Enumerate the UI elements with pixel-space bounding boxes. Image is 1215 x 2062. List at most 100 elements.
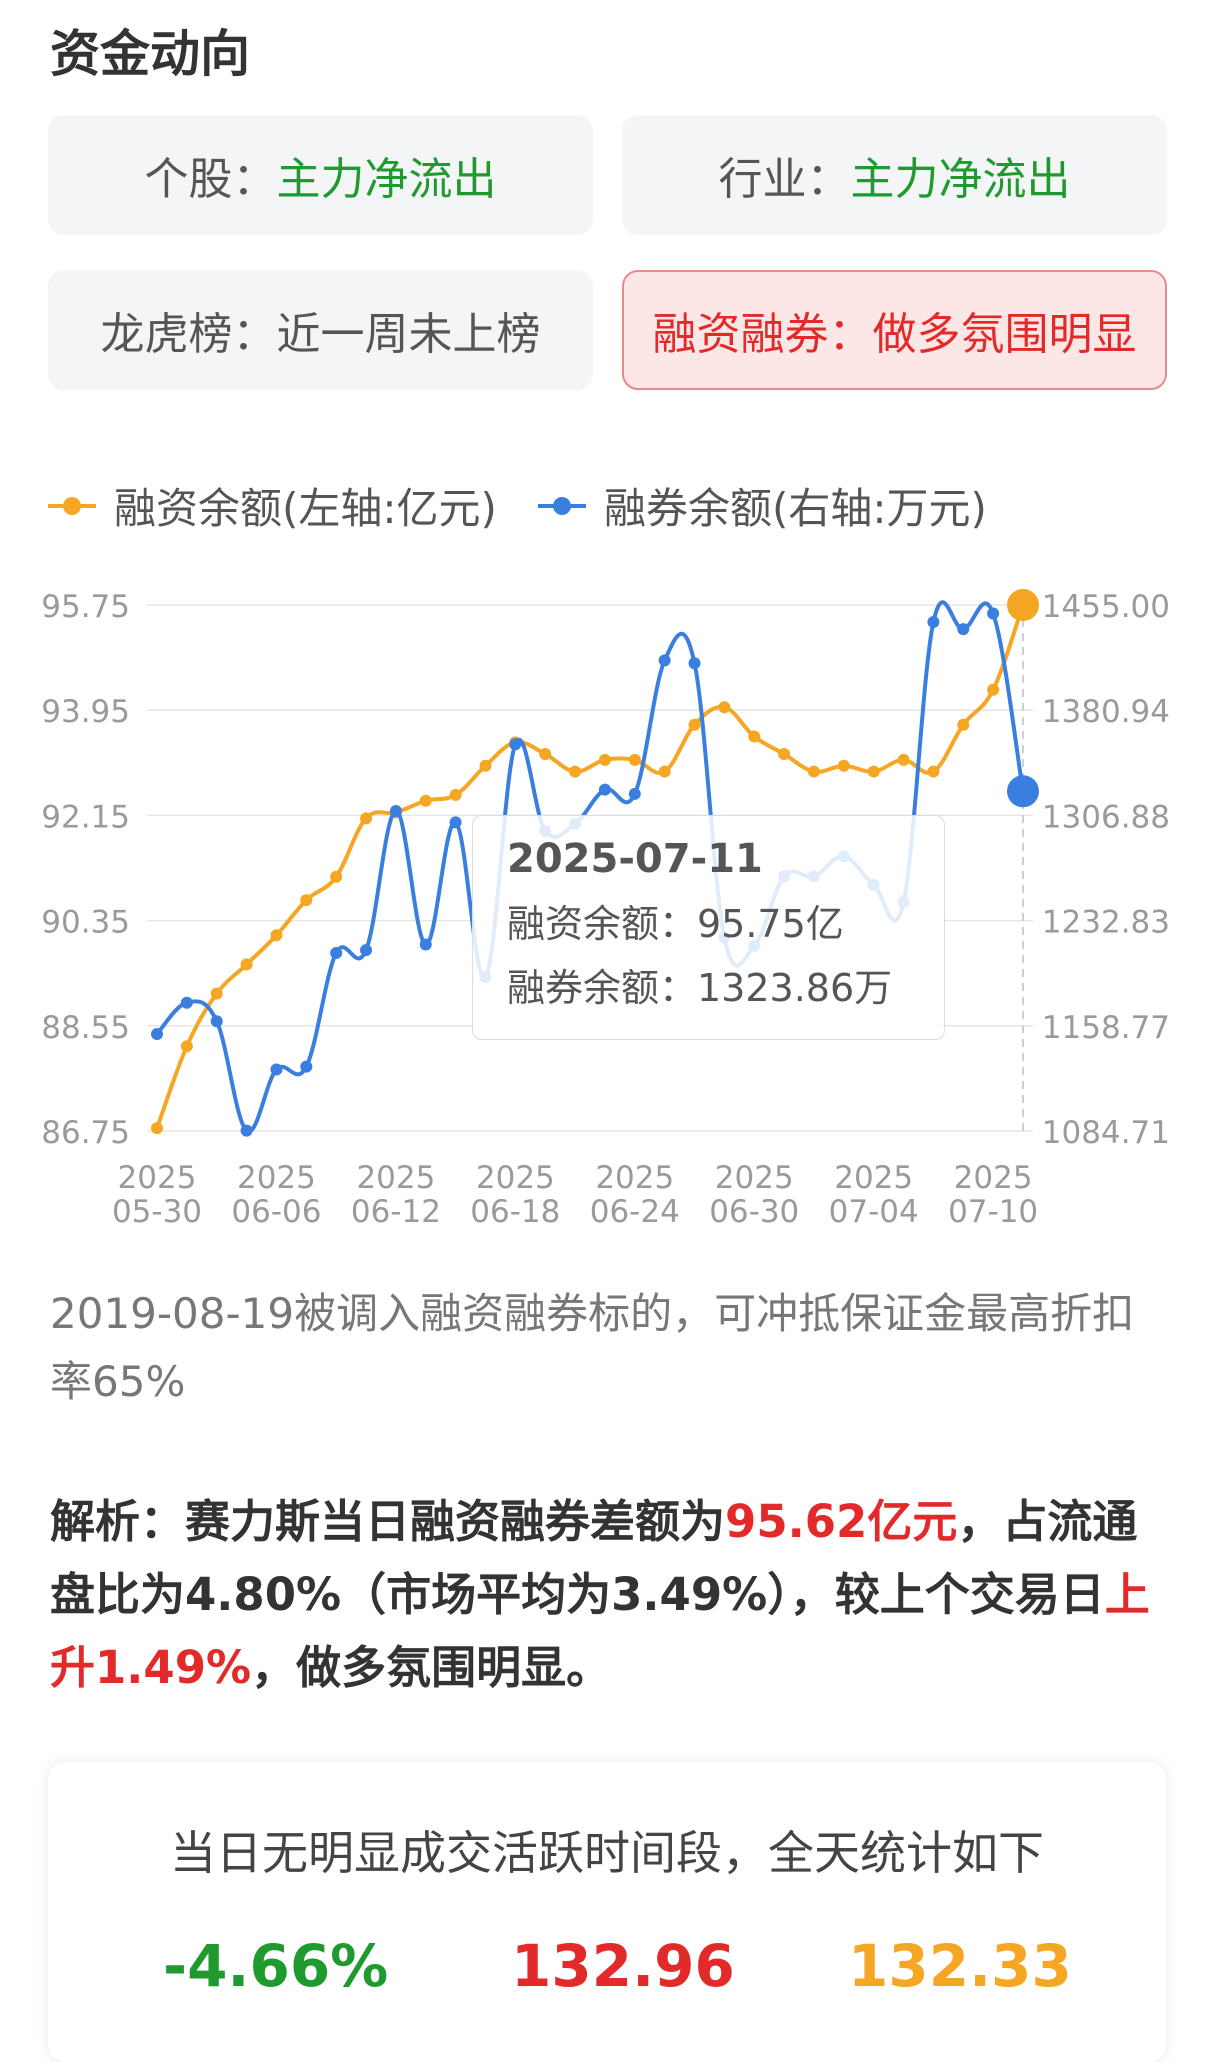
data-point-financing [748, 730, 761, 743]
card-label: 个股： [144, 154, 277, 205]
tooltip-financing: 融资余额：95.75亿 [507, 902, 844, 946]
data-point-securities [509, 738, 522, 751]
x-tick-year: 2025 [476, 1160, 555, 1196]
y-right-tick-label: 1158.77 [1042, 1010, 1170, 1046]
margin-note: 2019-08-19被调入融资融券标的，可冲抵保证金最高折扣率65% [50, 1289, 1135, 1406]
x-tick-date: 07-04 [829, 1194, 919, 1230]
tooltip-date: 2025-07-11 [507, 836, 763, 882]
data-point-securities [240, 1124, 253, 1137]
data-point-securities [688, 657, 701, 670]
data-point-securities [957, 623, 970, 636]
data-point-financing [837, 759, 850, 772]
analysis-change: 上升1.49% [50, 1568, 1150, 1694]
data-point-financing [897, 753, 910, 766]
data-point-financing [1007, 589, 1039, 621]
data-point-financing [867, 765, 880, 778]
data-point-securities [449, 816, 462, 829]
card-label: 龙虎榜： [100, 309, 277, 360]
analysis-prefix: 解析：赛力斯当日融资融券差额为 [50, 1495, 726, 1548]
stat-high: 132.96 [511, 1932, 735, 2000]
x-tick-date: 06-24 [590, 1194, 680, 1230]
data-point-securities [598, 783, 611, 796]
x-tick-date: 06-30 [709, 1194, 799, 1230]
y-left-tick-label: 92.15 [41, 799, 130, 835]
data-point-financing [658, 765, 671, 778]
y-right-tick-label: 1380.94 [1042, 694, 1170, 730]
card-margin-trading[interactable]: 融资融券： 做多氛围明显 [622, 270, 1167, 390]
data-point-securities [210, 1015, 223, 1028]
data-point-financing [300, 894, 313, 907]
data-point-financing [539, 748, 552, 761]
y-left-tick-label: 88.55 [41, 1010, 130, 1046]
data-point-securities [360, 944, 373, 957]
card-value: 主力净流出 [276, 154, 497, 205]
legend-label: 融券余额(右轴:万元) [604, 484, 987, 533]
data-point-financing [151, 1122, 163, 1135]
data-point-financing [180, 1040, 193, 1053]
data-point-financing [360, 812, 373, 825]
x-tick-year: 2025 [118, 1160, 197, 1196]
x-tick-date: 07-10 [948, 1194, 1038, 1230]
data-point-securities [987, 607, 1000, 620]
y-left-tick-label: 95.75 [41, 589, 130, 625]
legend-securities[interactable]: 融券余额(右轴:万元) [538, 475, 987, 536]
line-dot-icon [538, 491, 586, 521]
legend-financing[interactable]: 融资余额(左轴:亿元) [48, 475, 497, 536]
data-point-securities [389, 804, 402, 817]
data-point-securities [180, 996, 193, 1009]
line-dot-icon [48, 491, 96, 521]
y-left-tick-label: 86.75 [41, 1115, 130, 1151]
y-left-tick-label: 90.35 [41, 905, 130, 941]
data-point-securities [419, 938, 432, 951]
y-right-tick-label: 1455.00 [1042, 589, 1170, 625]
data-point-securities [1007, 775, 1039, 808]
data-point-securities [151, 1027, 163, 1040]
x-tick-year: 2025 [834, 1160, 913, 1196]
stats-title: 当日无明显成交活跃时间段，全天统计如下 [170, 1826, 1044, 1880]
data-point-financing [270, 929, 283, 942]
stat-change: -4.66% [163, 1932, 389, 2000]
data-point-securities [270, 1063, 283, 1076]
data-point-financing [210, 987, 223, 1000]
stat-avg: 132.33 [848, 1932, 1072, 2000]
series-line-financing [155, 604, 1025, 1129]
data-point-financing [807, 765, 820, 778]
data-point-financing [628, 753, 641, 766]
analysis-value: 95.62亿元 [725, 1495, 958, 1548]
data-point-financing [598, 753, 611, 766]
x-tick-date: 06-06 [231, 1194, 321, 1230]
data-point-securities [330, 947, 343, 960]
data-point-financing [957, 718, 970, 731]
data-point-financing [240, 958, 253, 971]
card-label: 行业： [718, 154, 851, 205]
section-title: 资金动向 [50, 25, 250, 83]
card-industry-flow[interactable]: 行业： 主力净流出 [622, 115, 1167, 235]
analysis-suffix: ，做多氛围明显。 [251, 1641, 612, 1694]
card-value: 近一周未上榜 [276, 309, 541, 360]
analysis-middle: ，占流通盘比为4.80%（市场平均为3.49%），较上个交易日 [50, 1495, 1138, 1621]
analysis-text: 解析：赛力斯当日融资融券差额为95.62亿元，占流通盘比为4.80%（市场平均为… [50, 1485, 1170, 1704]
daily-stats-card: 当日无明显成交活跃时间段，全天统计如下 -4.66% 132.96 132.33 [48, 1762, 1166, 2062]
x-tick-year: 2025 [356, 1160, 435, 1196]
x-tick-year: 2025 [954, 1160, 1033, 1196]
card-value: 主力净流出 [850, 154, 1071, 205]
tooltip-securities: 融券余额：1323.86万 [507, 966, 893, 1010]
data-point-financing [688, 718, 701, 731]
card-value: 做多氛围明显 [872, 309, 1137, 360]
x-tick-year: 2025 [237, 1160, 316, 1196]
y-right-tick-label: 1306.88 [1042, 799, 1170, 835]
data-point-securities [628, 787, 641, 800]
data-point-financing [419, 794, 432, 807]
data-point-financing [718, 701, 731, 714]
data-point-securities [300, 1060, 313, 1073]
card-stock-flow[interactable]: 个股： 主力净流出 [48, 115, 593, 235]
data-point-financing [569, 765, 582, 778]
y-left-tick-label: 93.95 [41, 694, 130, 730]
x-tick-year: 2025 [595, 1160, 674, 1196]
data-point-financing [449, 788, 462, 801]
y-right-tick-label: 1084.71 [1042, 1115, 1170, 1151]
data-point-securities [658, 654, 671, 667]
data-point-financing [987, 683, 1000, 696]
data-point-financing [927, 765, 940, 778]
card-dragon-tiger[interactable]: 龙虎榜： 近一周未上榜 [48, 270, 593, 390]
